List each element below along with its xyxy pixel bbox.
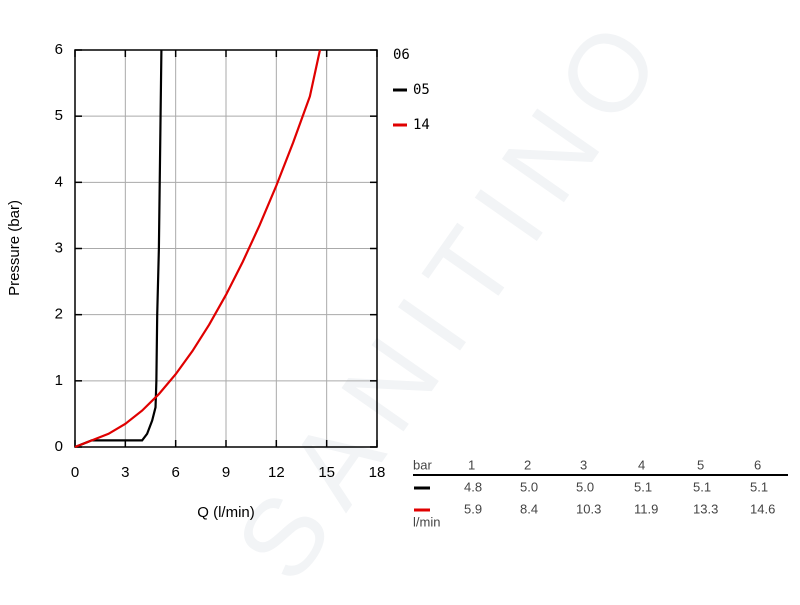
table-unit: l/min bbox=[413, 514, 440, 529]
table-cell: 5.0 bbox=[576, 479, 594, 494]
y-tick-label: 1 bbox=[55, 372, 63, 389]
legend-label: 14 bbox=[413, 117, 430, 133]
table-header: 5 bbox=[697, 457, 704, 472]
y-tick-label: 2 bbox=[55, 306, 63, 323]
table-cell: 14.6 bbox=[750, 501, 775, 516]
x-tick-label: 6 bbox=[171, 464, 179, 481]
legend-title: 06 bbox=[393, 47, 410, 63]
table-cell: 10.3 bbox=[576, 501, 601, 516]
x-tick-label: 3 bbox=[121, 464, 129, 481]
watermark: SANITINO bbox=[212, 0, 693, 600]
plot-frame bbox=[74, 49, 378, 448]
x-tick-label: 18 bbox=[369, 464, 386, 481]
x-tick-label: 15 bbox=[318, 464, 335, 481]
table-cell: 13.3 bbox=[693, 501, 718, 516]
table-cell: 5.1 bbox=[693, 479, 711, 494]
table-header: 6 bbox=[754, 457, 761, 472]
data-line bbox=[74, 49, 163, 449]
y-axis-label: Pressure (bar) bbox=[6, 200, 23, 296]
table-header: 1 bbox=[468, 457, 475, 472]
data-line bbox=[74, 49, 322, 449]
table-cell: 5.9 bbox=[464, 501, 482, 516]
table-cell: 5.1 bbox=[750, 479, 768, 494]
table-cell: 5.1 bbox=[634, 479, 652, 494]
x-tick-label: 12 bbox=[268, 464, 285, 481]
table-cell: 4.8 bbox=[464, 479, 482, 494]
y-tick-label: 3 bbox=[55, 239, 63, 256]
x-tick-label: 0 bbox=[71, 464, 79, 481]
table-cell: 11.9 bbox=[634, 501, 658, 516]
table-header: 3 bbox=[580, 457, 587, 472]
table-header: 4 bbox=[638, 457, 645, 472]
table-cell: 5.0 bbox=[520, 479, 538, 494]
y-tick-label: 6 bbox=[55, 41, 63, 58]
table-header: 2 bbox=[524, 457, 531, 472]
table-header: bar bbox=[413, 457, 432, 472]
y-tick-label: 5 bbox=[55, 107, 63, 124]
y-tick-label: 0 bbox=[55, 438, 63, 455]
x-axis-label: Q (l/min) bbox=[197, 504, 255, 521]
legend-label: 05 bbox=[413, 82, 430, 98]
y-tick-label: 4 bbox=[55, 173, 63, 190]
table-cell: 8.4 bbox=[520, 501, 538, 516]
x-tick-label: 9 bbox=[222, 464, 230, 481]
